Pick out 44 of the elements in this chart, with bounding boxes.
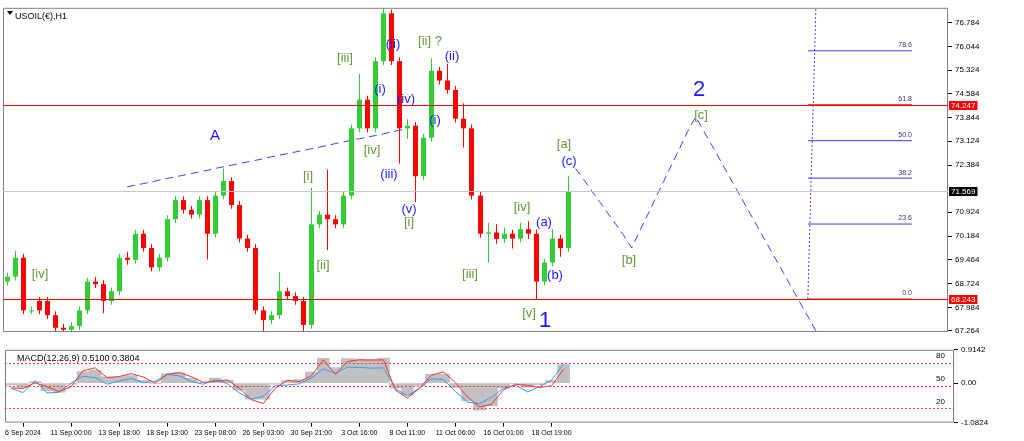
y-tick-label: 73.124 bbox=[955, 136, 981, 146]
y-tick-label: 76.784 bbox=[955, 18, 981, 28]
annotation: [ii] bbox=[316, 257, 330, 273]
ref-line-label: 68.243 bbox=[951, 294, 977, 304]
annotation: [iv] bbox=[513, 199, 531, 215]
y-tick-label: 69.464 bbox=[955, 254, 981, 264]
y-tick-label: 73.844 bbox=[955, 113, 981, 123]
y-tick-label: 67.264 bbox=[955, 325, 981, 335]
y-tick-label: 70.184 bbox=[955, 231, 981, 241]
annotation: 50 bbox=[936, 374, 946, 384]
annotation: [iv] bbox=[31, 265, 49, 281]
annotation: (ii) bbox=[444, 48, 460, 64]
annotation: [i] bbox=[302, 167, 314, 183]
chart-title: MACD(12,26,9) 0.5100 0.3804 bbox=[17, 352, 140, 363]
y-tick-label: 75.324 bbox=[955, 65, 981, 75]
annotation: 20 bbox=[936, 397, 946, 407]
y-tick-label: 70.924 bbox=[955, 207, 981, 217]
annotation: (b) bbox=[547, 266, 563, 282]
y-tick-label: 68.724 bbox=[955, 278, 981, 288]
annotation: [b] bbox=[621, 252, 637, 268]
annotation: (iii) bbox=[380, 165, 398, 181]
ref-line-label: 71.569 bbox=[951, 186, 977, 196]
annotation: [iii] bbox=[337, 50, 353, 66]
annotation: [ii] ? bbox=[418, 33, 442, 49]
y-tick-label: 67.984 bbox=[955, 302, 981, 312]
y-tick-label: 74.584 bbox=[955, 89, 981, 99]
annotation: [c] bbox=[694, 107, 708, 123]
annotation: [a] bbox=[556, 135, 572, 151]
annotation: (c) bbox=[561, 153, 577, 169]
y-tick-label: -1.0824 bbox=[961, 417, 989, 427]
y-tick-label: 72.384 bbox=[955, 160, 981, 170]
annotation: [iii] bbox=[462, 265, 478, 281]
chart-title: USOIL(€),H1 bbox=[15, 10, 68, 21]
y-tick-label: 0.00 bbox=[961, 378, 978, 388]
annotation: [v] bbox=[522, 305, 536, 321]
annotation: 2 bbox=[692, 75, 706, 101]
annotation: 1 bbox=[538, 306, 552, 332]
annotation: [iv] bbox=[363, 141, 381, 157]
annotation: (a) bbox=[536, 213, 552, 229]
annotation: A bbox=[209, 125, 221, 143]
y-tick-label: 76.044 bbox=[955, 41, 981, 51]
annotation: 80 bbox=[936, 351, 946, 361]
ref-line-label: 74.247 bbox=[951, 100, 977, 110]
y-tick-label: 0.9142 bbox=[961, 345, 987, 354]
